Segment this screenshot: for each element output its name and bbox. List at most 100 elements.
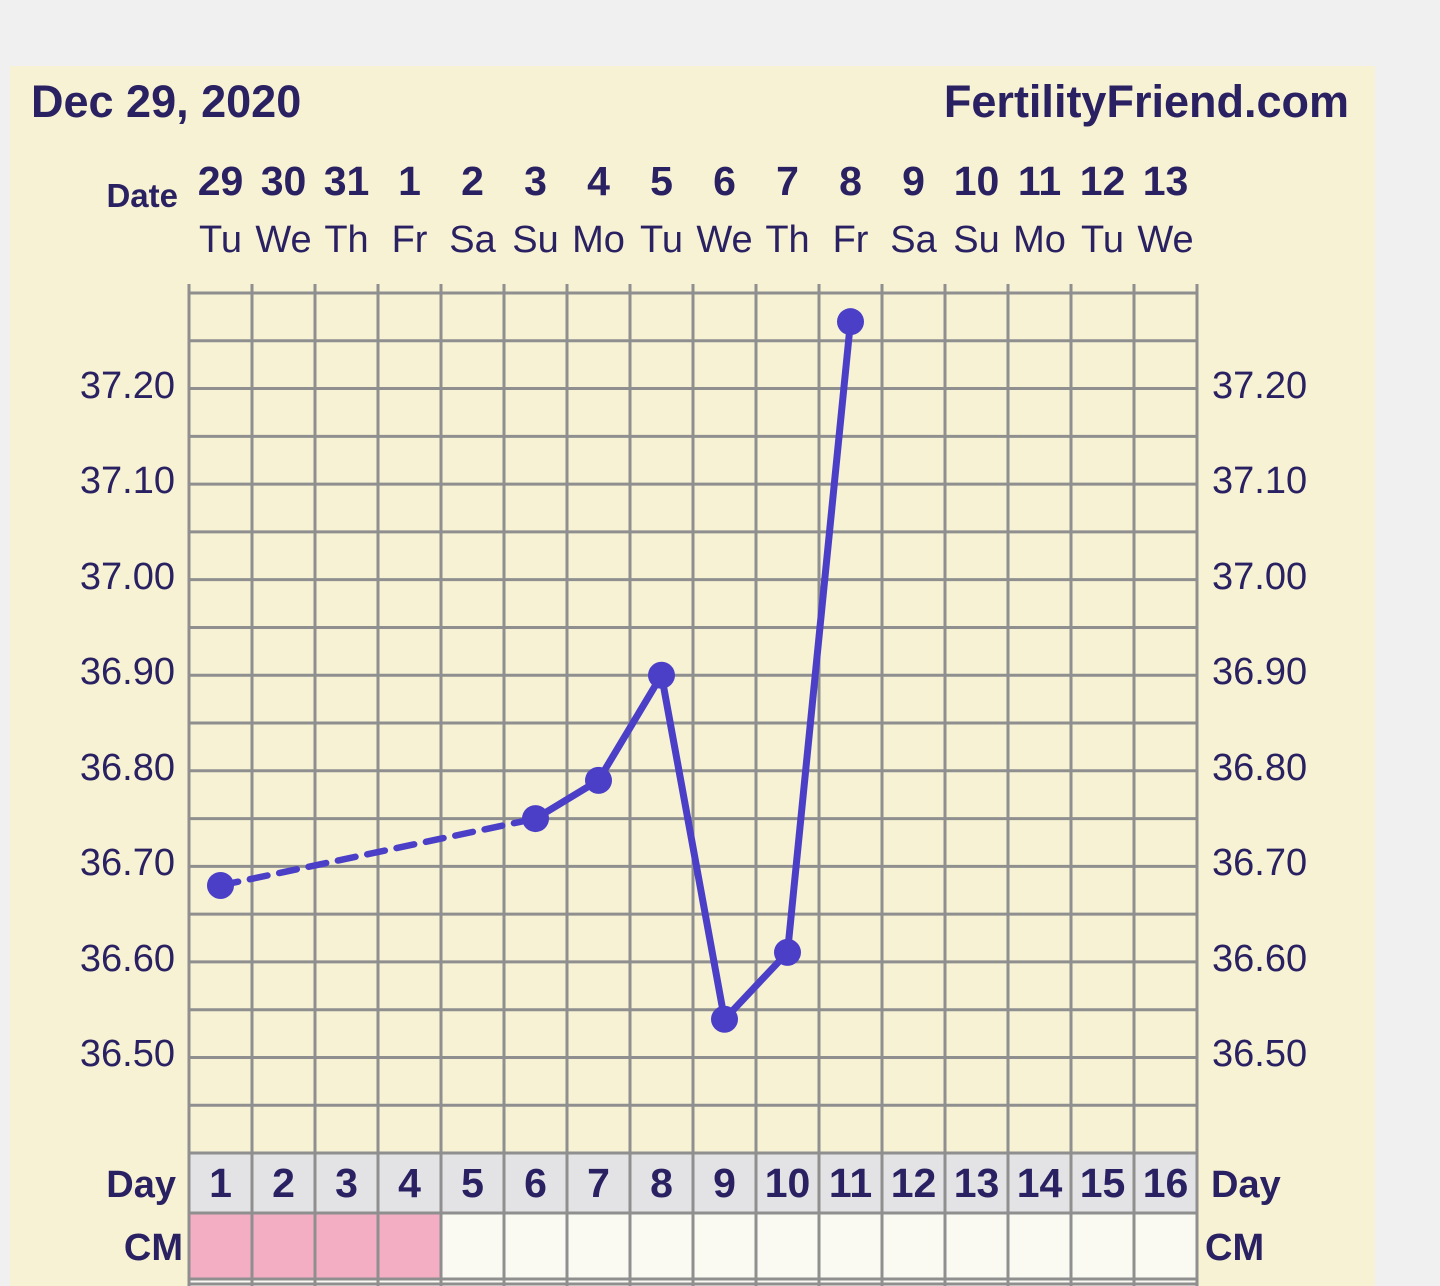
next-row-partial-cell (945, 1279, 1008, 1286)
date-header-cell[interactable]: 13 (1142, 158, 1189, 204)
cm-row-label-left: CM (123, 1227, 183, 1269)
cm-cell-empty[interactable] (441, 1213, 504, 1279)
temp-tick-left: 36.80 (79, 746, 175, 789)
temp-tick-right: 36.80 (1212, 746, 1308, 789)
temp-tick-right: 36.50 (1212, 1033, 1308, 1076)
temp-tick-left: 36.90 (79, 651, 175, 694)
next-row-partial-cell (504, 1279, 567, 1286)
weekday-header-cell: We (255, 219, 312, 261)
day-cell[interactable] (252, 1153, 315, 1213)
day-number: 4 (398, 1160, 421, 1206)
date-header-cell[interactable]: 29 (197, 158, 244, 204)
weekday-header-cell: Su (512, 219, 559, 261)
weekday-header-cell: Tu (640, 219, 683, 261)
weekday-header-cell: Th (765, 219, 810, 261)
cm-cell-empty[interactable] (882, 1213, 945, 1279)
date-header-cell[interactable]: 11 (1017, 158, 1062, 204)
next-row-partial-cell (1008, 1279, 1071, 1286)
date-header-cell[interactable]: 7 (776, 158, 799, 204)
temp-tick-left: 37.20 (79, 364, 175, 407)
day-number: 15 (1079, 1160, 1126, 1206)
day-cell[interactable] (567, 1153, 630, 1213)
day-number: 2 (272, 1160, 295, 1206)
day-number: 14 (1016, 1160, 1063, 1206)
next-row-partial-cell (1071, 1279, 1134, 1286)
day-row-label-right: Day (1211, 1164, 1281, 1206)
weekday-header-cell: Su (953, 219, 1000, 261)
next-row-partial-cell (693, 1279, 756, 1286)
next-row-partial-cell (882, 1279, 945, 1286)
temp-tick-right: 37.20 (1212, 364, 1308, 407)
temp-tick-right: 36.60 (1212, 937, 1308, 980)
next-row-partial-cell (819, 1279, 882, 1286)
date-header-cell[interactable]: 5 (650, 158, 673, 204)
day-cell[interactable] (315, 1153, 378, 1213)
weekday-header-cell: We (1137, 219, 1194, 261)
chart-date-title: Dec 29, 2020 (31, 76, 302, 127)
cm-cell-empty[interactable] (819, 1213, 882, 1279)
cm-cell-marked[interactable] (315, 1213, 378, 1279)
day-number: 13 (953, 1160, 1000, 1206)
cm-cell-empty[interactable] (504, 1213, 567, 1279)
temp-tick-left: 37.00 (79, 555, 175, 598)
cm-cell-marked[interactable] (378, 1213, 441, 1279)
weekday-header-cell: Sa (449, 219, 496, 261)
cm-cell-empty[interactable] (1008, 1213, 1071, 1279)
cm-cell-empty[interactable] (567, 1213, 630, 1279)
next-row-partial-cell (441, 1279, 504, 1286)
temp-tick-right: 37.00 (1212, 555, 1308, 598)
day-cell[interactable] (189, 1153, 252, 1213)
day-cell[interactable] (819, 1153, 882, 1213)
day-cell[interactable] (945, 1153, 1008, 1213)
day-row-label-left: Day (106, 1164, 176, 1206)
day-cell[interactable] (441, 1153, 504, 1213)
day-cell[interactable] (1008, 1153, 1071, 1213)
day-cell[interactable] (1071, 1153, 1134, 1213)
day-cell[interactable] (504, 1153, 567, 1213)
cm-cell-marked[interactable] (252, 1213, 315, 1279)
date-header-cell[interactable]: 10 (953, 158, 1000, 204)
date-header-cell[interactable]: 6 (713, 158, 736, 204)
day-number: 6 (524, 1160, 547, 1206)
day-cell[interactable] (630, 1153, 693, 1213)
date-header-cell[interactable]: 1 (398, 158, 421, 204)
day-number: 7 (587, 1160, 610, 1206)
date-header-cell[interactable]: 3 (524, 158, 547, 204)
next-row-partial-cell (756, 1279, 819, 1286)
day-cell[interactable] (1134, 1153, 1197, 1213)
weekday-header-cell: Mo (1013, 219, 1066, 261)
temp-tick-left: 36.70 (79, 842, 175, 885)
temp-tick-right: 36.90 (1212, 651, 1308, 694)
day-cell[interactable] (756, 1153, 819, 1213)
cm-cell-marked[interactable] (189, 1213, 252, 1279)
day-number: 12 (890, 1160, 937, 1206)
cm-cell-empty[interactable] (1071, 1213, 1134, 1279)
cm-cell-empty[interactable] (756, 1213, 819, 1279)
next-row-partial-cell (189, 1279, 252, 1286)
day-cell[interactable] (693, 1153, 756, 1213)
cm-cell-empty[interactable] (1134, 1213, 1197, 1279)
cm-cell-empty[interactable] (945, 1213, 1008, 1279)
day-number: 5 (461, 1160, 484, 1206)
weekday-header-cell: Th (324, 219, 369, 261)
date-header-cell[interactable]: 2 (461, 158, 484, 204)
date-header-cell[interactable]: 30 (260, 158, 307, 204)
day-cell[interactable] (882, 1153, 945, 1213)
date-header-cell[interactable]: 12 (1079, 158, 1126, 204)
date-header-cell[interactable]: 31 (323, 158, 370, 204)
next-row-partial-cell (567, 1279, 630, 1286)
date-header-cell[interactable]: 8 (839, 158, 862, 204)
day-cell[interactable] (378, 1153, 441, 1213)
cm-cell-empty[interactable] (693, 1213, 756, 1279)
fertilityfriend-site-link[interactable]: FertilityFriend.com (943, 76, 1349, 127)
date-header-cell[interactable]: 4 (587, 158, 610, 204)
next-row-partial-cell (252, 1279, 315, 1286)
date-header-cell[interactable]: 9 (902, 158, 925, 204)
weekday-header-cell: Fr (832, 219, 869, 261)
date-axis-label: Date (106, 177, 178, 214)
cm-row-label-right: CM (1205, 1227, 1265, 1269)
weekday-header-cell: Mo (572, 219, 625, 261)
cm-cell-empty[interactable] (630, 1213, 693, 1279)
day-number: 9 (713, 1160, 736, 1206)
temp-tick-left: 37.10 (79, 460, 175, 503)
